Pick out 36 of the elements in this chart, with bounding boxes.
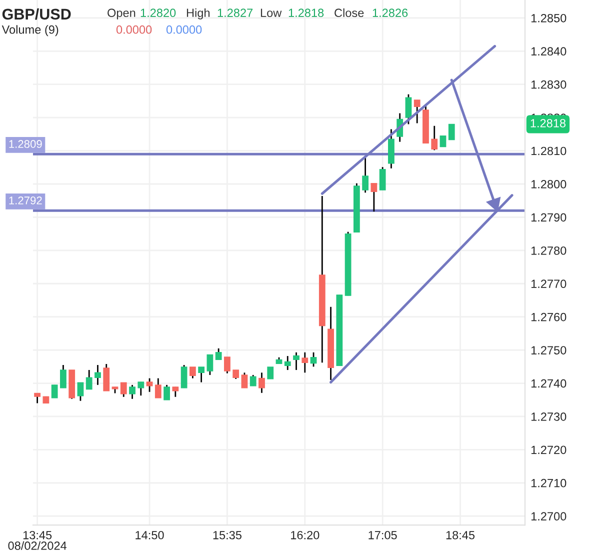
annotation: Open <box>108 8 136 20</box>
ref-line-label: 1.2809 <box>9 140 42 148</box>
x-tick-label: 17:05 <box>368 530 397 540</box>
y-tick-label: 1.2740 <box>531 379 566 388</box>
y-tick-label: 1.2750 <box>531 346 566 354</box>
y-tick-label: 1.2790 <box>531 213 566 222</box>
y-tick-label: 1.2720 <box>531 446 566 454</box>
y-tick-label: 1.2800 <box>531 180 566 188</box>
annotation: 0.0000 <box>166 25 202 34</box>
annotation: 1.2818 <box>288 8 324 18</box>
annotation: Low <box>260 8 282 18</box>
y-tick-label: 1.2700 <box>531 512 566 521</box>
chart-title: GBP/USD <box>2 8 71 20</box>
annotation: 1.2826 <box>372 8 408 18</box>
y-tick-label: 1.2840 <box>531 47 566 56</box>
annotation: Close <box>334 8 364 18</box>
y-tick-label: 1.2770 <box>531 280 566 288</box>
annotation: 0.0000 <box>116 25 152 34</box>
y-tick-label: 1.2830 <box>531 80 566 89</box>
annotation: 1.2827 <box>218 8 253 18</box>
y-tick-label: 1.2780 <box>531 246 566 255</box>
ref-line-label: 1.2792 <box>9 196 42 204</box>
annotation: High <box>186 8 210 20</box>
y-tick-label: 1.2730 <box>531 412 566 421</box>
text: 1.2818 <box>530 119 566 128</box>
annotation: Volume (9) <box>2 25 58 36</box>
x-tick-label: 15:35 <box>213 530 242 540</box>
y-tick-label: 1.2760 <box>531 312 566 322</box>
x-tick-label: 13:45 08/02/2024 <box>8 530 67 550</box>
annotation: 1.2820 <box>140 8 176 18</box>
x-tick-label: 18:45 <box>446 530 475 540</box>
y-tick-label: 1.2710 <box>531 478 566 488</box>
y-tick-label: 1.2850 <box>531 14 566 22</box>
y-tick-label: 1.2810 <box>531 146 566 156</box>
x-tick-label: 16:20 <box>291 530 320 540</box>
x-tick-label: 14:50 <box>136 530 164 540</box>
